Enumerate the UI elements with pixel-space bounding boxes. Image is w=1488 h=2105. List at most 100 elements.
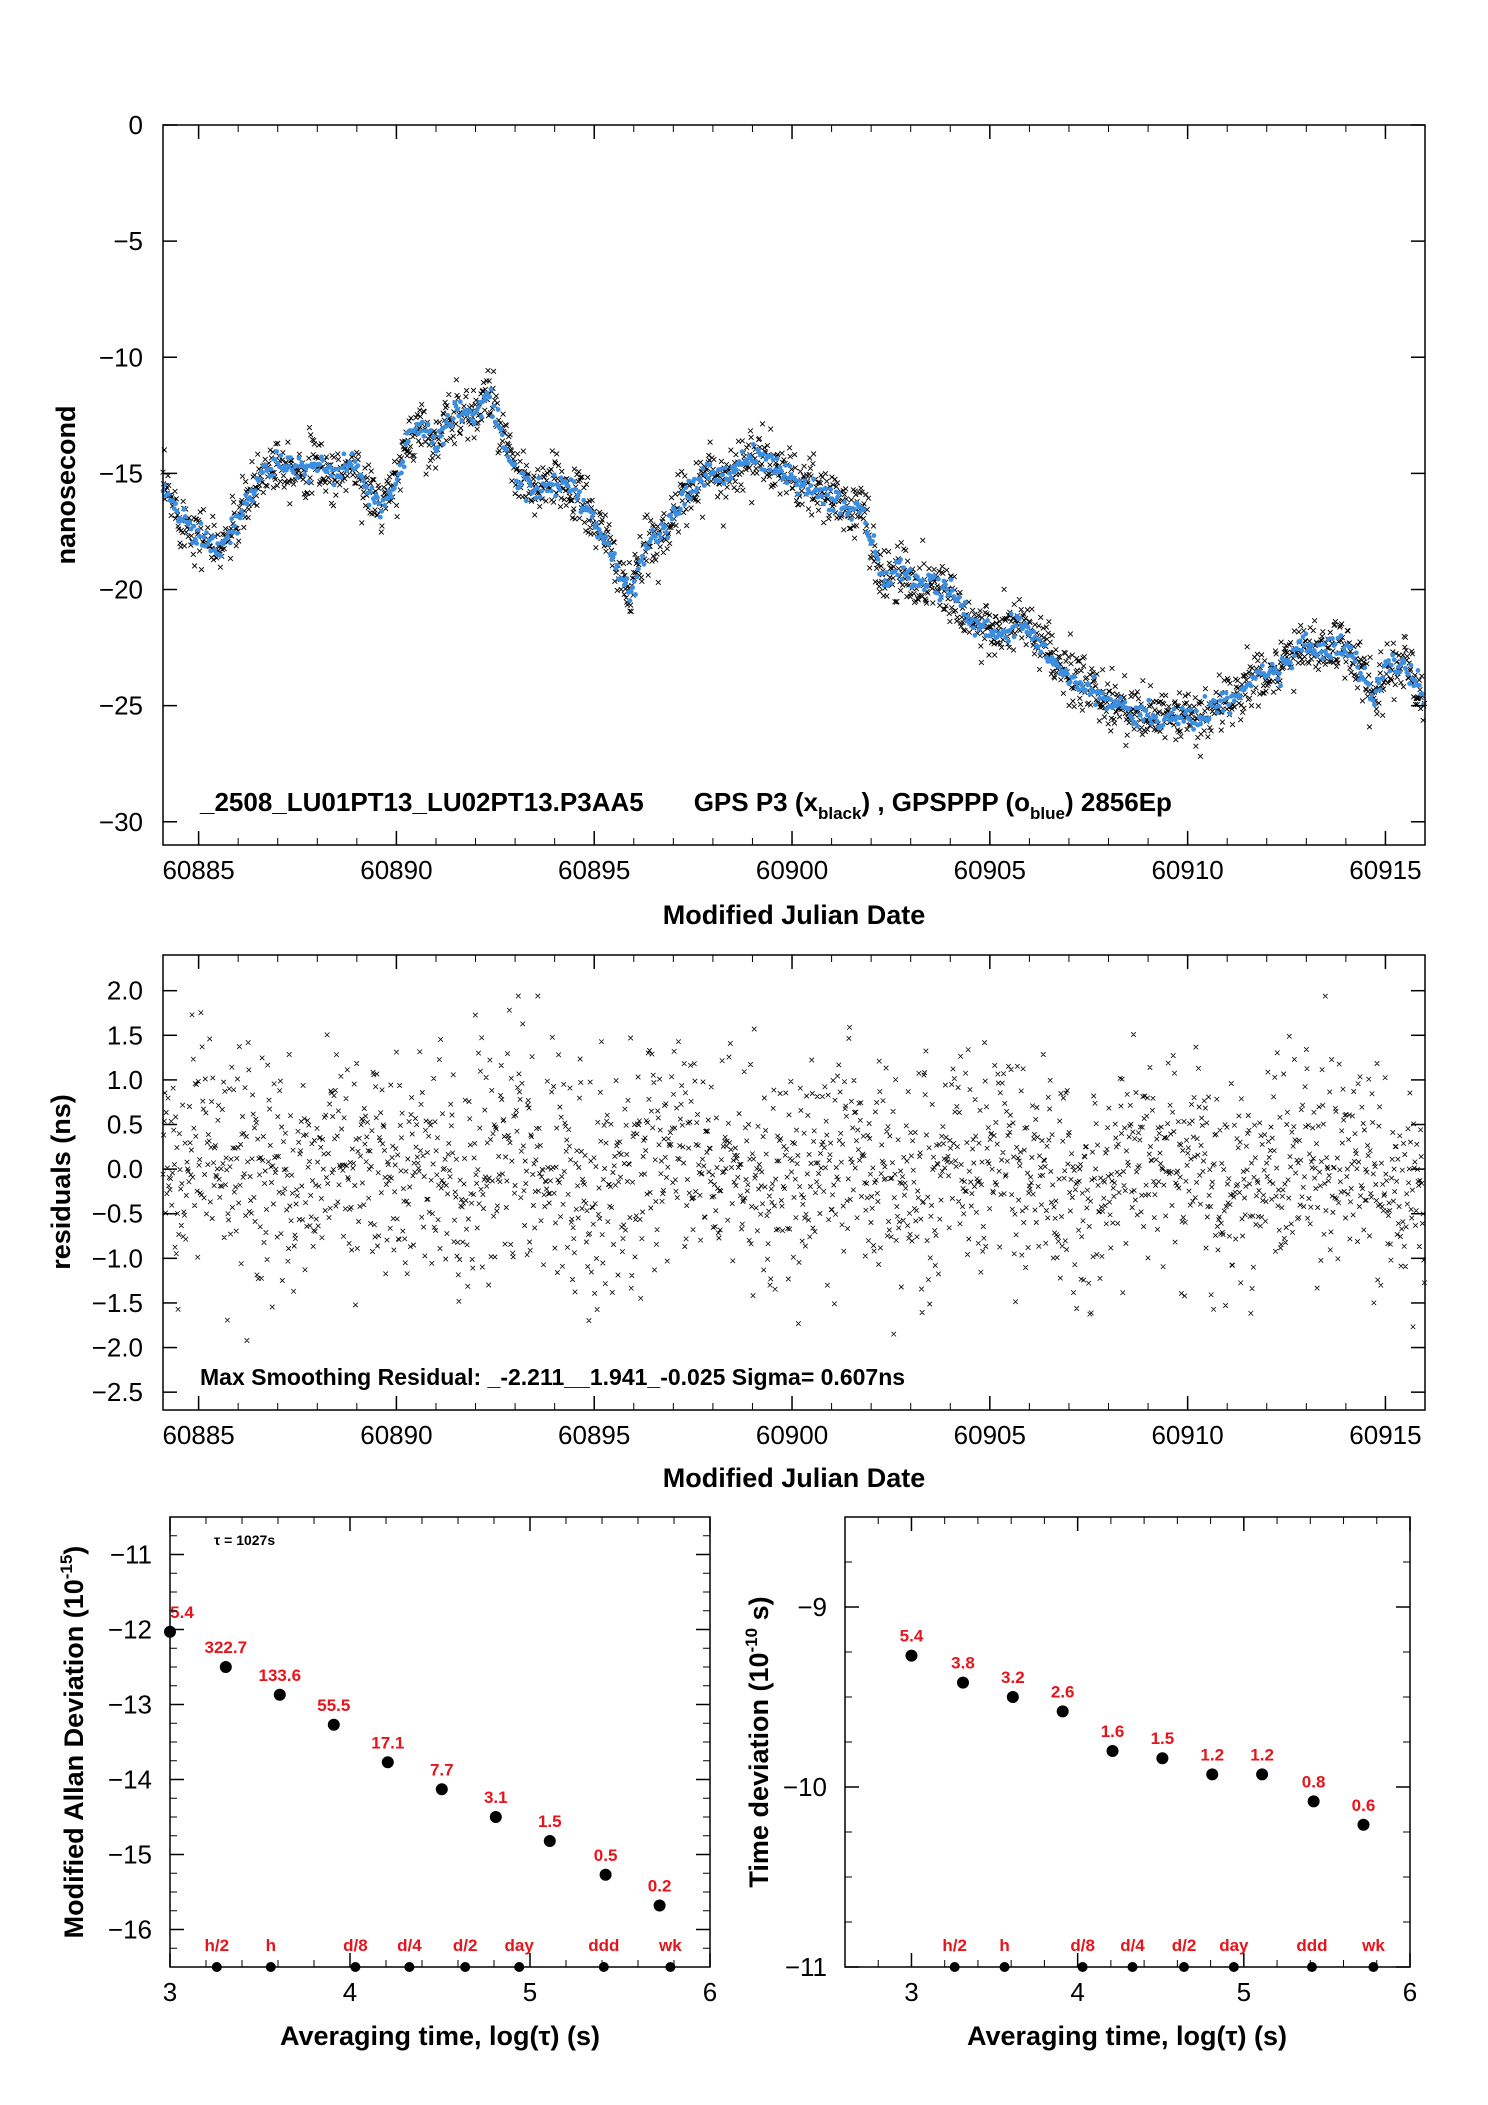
y-tick-label: −30	[99, 807, 143, 837]
x-tick-label: 6	[703, 1977, 717, 2007]
gpsppp-point	[226, 529, 232, 535]
gpsppp-point	[603, 534, 609, 540]
gpsppp-point	[355, 463, 361, 468]
gpsppp-point	[1065, 671, 1070, 677]
y-tick-label: −5	[113, 226, 143, 256]
gpsppp-point	[669, 516, 675, 522]
gpsppp-point	[825, 492, 831, 498]
tdev-ylabel: Time deviation (10-10 s)	[742, 1596, 774, 1887]
gpsppp-point	[589, 514, 595, 520]
interval-label: d/2	[453, 1936, 478, 1955]
gpsppp-point	[948, 577, 954, 582]
gpsppp-point	[438, 433, 443, 439]
gpsppp-point	[1268, 666, 1274, 672]
gpsppp-point	[767, 467, 773, 473]
gpsppp-point	[682, 502, 687, 507]
gpsppp-point	[950, 587, 955, 593]
y-tick-label: 1.0	[107, 1065, 143, 1095]
gpsppp-point	[244, 501, 250, 507]
gpsppp-point	[1146, 697, 1152, 703]
gpsppp-point	[826, 507, 832, 513]
gpsppp-point	[620, 577, 626, 583]
gpsppp-point	[1006, 638, 1011, 644]
gpsppp-point	[425, 422, 431, 427]
gpsppp-point	[1405, 671, 1411, 677]
gpsppp-point	[204, 530, 209, 536]
gpsppp-point	[1003, 635, 1009, 640]
gpsppp-point	[694, 486, 700, 492]
gpsppp-point	[1097, 695, 1103, 701]
residuals-ticks: 60885 60890 60895 60900 60905 60910 60915 2.0 1.…	[92, 955, 1425, 1450]
gpsppp-point	[645, 545, 651, 551]
x-tick-label: 4	[343, 1977, 357, 2007]
mdev-tau-note: τ = 1027s	[214, 1532, 275, 1548]
gpsppp-point	[1269, 661, 1275, 667]
y-tick-label: −1.5	[92, 1288, 143, 1318]
gpsppp-point	[892, 568, 898, 574]
gpsppp-point	[774, 456, 780, 462]
gpsppp-point	[257, 477, 263, 482]
interval-label: ddd	[1296, 1936, 1327, 1955]
gpsppp-point	[1219, 690, 1225, 696]
gpsppp-point	[1139, 704, 1145, 710]
gpsppp-point	[1154, 719, 1160, 724]
point-label: 322.7	[205, 1638, 248, 1657]
gpsppp-point	[1135, 723, 1140, 729]
gpsppp-point	[1091, 674, 1097, 680]
gpsppp-point	[293, 463, 299, 469]
gpsppp-point	[421, 433, 427, 439]
gpsppp-point	[1419, 691, 1425, 697]
gpsppp-point	[268, 466, 274, 472]
gpsppp-point	[201, 534, 207, 540]
gpsppp-point	[676, 511, 682, 516]
gpsppp-point	[607, 551, 613, 557]
x-tick-label: 3	[163, 1977, 177, 2007]
gpsppp-point	[1403, 665, 1408, 671]
gpsppp-point	[920, 577, 926, 583]
gpsppp-point	[1042, 642, 1048, 648]
gpsppp-point	[971, 625, 976, 631]
gpsppp-point	[296, 455, 302, 461]
gpsppp-point	[528, 482, 533, 488]
gpsppp-point	[793, 477, 798, 483]
gpsppp-point	[961, 611, 967, 617]
gpsppp-point	[498, 427, 504, 432]
gpsppp-point	[434, 448, 439, 454]
gpsppp-point	[830, 508, 836, 513]
gpsppp-point	[536, 475, 542, 481]
gpsppp-point	[717, 478, 723, 484]
gpsppp-point	[539, 488, 544, 494]
timeseries-panel: 60885 60890 60895 60900 60905 60910 60915 0 −5 −1…	[51, 110, 1428, 930]
gpsppp-point	[633, 592, 638, 597]
deviation-point	[956, 1676, 969, 1689]
gpsppp-point	[234, 530, 240, 536]
gpsppp-point	[377, 514, 383, 520]
gpsppp-point	[1408, 662, 1414, 668]
gpsppp-point	[1168, 710, 1174, 716]
gpsppp-point	[895, 572, 901, 578]
gpsppp-point	[306, 479, 312, 485]
x-tick-label: 60885	[162, 1420, 234, 1450]
gpsppp-point	[692, 476, 697, 482]
x-tick-label: 60905	[954, 1420, 1026, 1450]
interval-label: d/8	[343, 1936, 368, 1955]
gpsppp-point	[947, 591, 952, 597]
gpsppp-point	[558, 475, 564, 481]
gpsppp-point	[556, 483, 561, 489]
point-label: 0.6	[1352, 1796, 1376, 1815]
gpsppp-point	[875, 557, 881, 562]
point-label: 5.4	[900, 1627, 924, 1646]
gpsppp-point	[1415, 668, 1421, 673]
gpsppp-point	[882, 578, 888, 583]
gpsppp-point	[1320, 656, 1325, 661]
gpsppp-point	[627, 598, 633, 604]
gpsppp-point	[240, 512, 246, 518]
gpsppp-point	[274, 449, 279, 454]
gpsppp-point	[464, 412, 470, 417]
x-tick-label: 4	[1070, 1977, 1084, 2007]
gpsppp-point	[1132, 720, 1138, 725]
x-tick-label: 60910	[1151, 855, 1223, 885]
gpsppp-point	[854, 500, 860, 506]
x-tick-label: 60900	[756, 1420, 828, 1450]
gpsppp-point	[1387, 668, 1393, 674]
